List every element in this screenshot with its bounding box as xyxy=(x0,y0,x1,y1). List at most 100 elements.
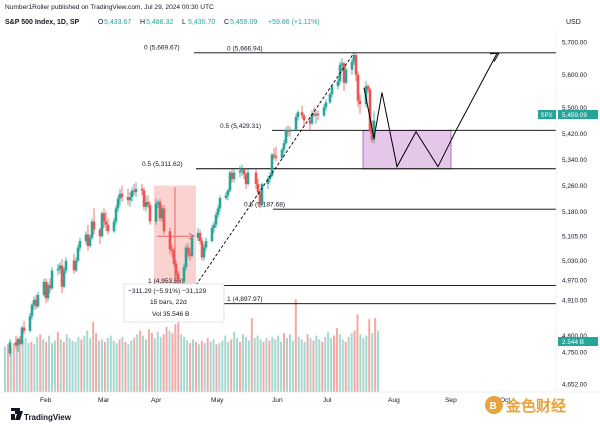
candle-body xyxy=(296,112,300,118)
price-axis[interactable]: 5,700.00 5,600.00 5,500.00 5,420.00 5,340.00… xyxy=(555,30,587,392)
candle-body xyxy=(212,224,216,229)
candle-body xyxy=(282,143,286,150)
candle-body xyxy=(260,183,264,206)
volume-bar xyxy=(236,338,239,392)
candle-body xyxy=(310,113,314,124)
volume-bar xyxy=(62,341,65,392)
candle-body xyxy=(266,179,270,184)
candle-body xyxy=(232,172,236,180)
volume-bar xyxy=(192,339,194,392)
ohlc-value-o: 5,433.67 xyxy=(104,19,131,26)
volume-bar xyxy=(206,338,209,392)
volume-bar xyxy=(6,344,9,392)
candle-body xyxy=(330,86,334,95)
candle-body xyxy=(142,190,146,207)
candle-body xyxy=(182,267,186,282)
time-tick-jul: Jul xyxy=(323,397,332,404)
volume-bar xyxy=(371,333,374,392)
volume-bar xyxy=(18,345,21,392)
candle-body xyxy=(176,273,180,282)
volume-bar xyxy=(312,340,315,392)
volume-bar xyxy=(59,339,62,392)
volume-bar xyxy=(103,341,106,392)
volume-bar xyxy=(4,346,6,392)
volume-bar xyxy=(247,340,250,392)
candle-body xyxy=(254,172,258,184)
volume-bar xyxy=(139,330,142,392)
candle-body xyxy=(354,55,358,75)
ohlc-value-c: 5,459.09 xyxy=(230,19,257,26)
time-axis[interactable]: Feb Mar Apr May Jun Jul Aug Sep Oct xyxy=(0,391,600,404)
currency-label: USD xyxy=(566,19,581,26)
candle-body xyxy=(118,193,122,199)
volume-bar xyxy=(51,343,53,392)
candle-body xyxy=(368,89,372,131)
volume-bar xyxy=(265,338,268,392)
price-tick-label: 4,750.00 xyxy=(562,350,587,357)
volume-bar xyxy=(300,339,303,392)
ohlc-label-c: C xyxy=(224,19,229,26)
volume-bar xyxy=(9,348,12,392)
candle-body xyxy=(86,234,90,246)
spx-symbol-text: SPX xyxy=(541,113,553,119)
candle-body xyxy=(228,172,232,191)
price-change: +59.86 (+1.11%) xyxy=(268,19,320,26)
symbol-title[interactable]: S&P 500 Index, 1D, SP xyxy=(5,19,80,26)
fib-level-label: 0.5 (5,429.31) xyxy=(220,123,261,130)
candle-body xyxy=(134,188,138,193)
candle-body xyxy=(156,201,160,204)
candle-body xyxy=(8,342,12,354)
candle-body xyxy=(60,265,64,287)
volume-bar xyxy=(194,341,197,392)
candle-body xyxy=(32,299,36,305)
volume-bar xyxy=(353,330,356,392)
tradingview-logo-icon xyxy=(6,408,23,420)
volume-bar xyxy=(335,328,338,392)
candle-body xyxy=(302,115,306,121)
candle-body xyxy=(62,270,66,287)
candle-body xyxy=(140,188,144,191)
volume-bar xyxy=(274,339,277,392)
candle-body xyxy=(242,169,246,175)
fib-level-label: 1 (4,897.97) xyxy=(227,296,263,303)
tradingview-logo[interactable]: TradingView xyxy=(6,408,72,422)
volume-bar xyxy=(177,319,180,392)
volume-bar xyxy=(27,343,30,392)
candle-body xyxy=(120,193,124,198)
candle-body xyxy=(162,208,166,232)
candle-body xyxy=(256,183,260,193)
volume-bar xyxy=(197,344,200,392)
volume-bar xyxy=(344,341,347,392)
volume-bar xyxy=(215,344,218,392)
volume-bar xyxy=(253,338,256,392)
volume-bar xyxy=(271,336,274,392)
volume-bar xyxy=(136,334,139,392)
volume-bar xyxy=(221,340,224,392)
candle-body xyxy=(92,221,96,230)
time-tick-oct: Oct xyxy=(500,397,510,404)
volume-bar xyxy=(377,330,380,392)
volume-tag-text: 2.544 B xyxy=(562,339,584,346)
volume-bar xyxy=(147,329,150,392)
candle-body xyxy=(170,249,174,251)
candle-body xyxy=(328,94,332,103)
measure-bars: 15 bars, 22d xyxy=(150,299,187,306)
volume-bar xyxy=(262,341,265,392)
volume-bar xyxy=(244,336,247,392)
volume-bar xyxy=(174,324,177,392)
candle-body xyxy=(116,198,120,209)
price-tick-label: 5,500.00 xyxy=(562,105,587,112)
volume-bar xyxy=(233,331,236,392)
candle-body xyxy=(18,338,22,344)
volume-bar xyxy=(39,334,42,392)
candle-body xyxy=(56,268,60,271)
volume-bar xyxy=(368,319,371,392)
volume-bar xyxy=(277,335,280,392)
candle-body xyxy=(358,100,362,105)
candle-body xyxy=(50,270,54,289)
candle-body xyxy=(90,221,94,238)
price-tick-label: 5,600.00 xyxy=(562,72,587,79)
volume-bar xyxy=(115,343,118,392)
candle-body xyxy=(146,201,150,206)
